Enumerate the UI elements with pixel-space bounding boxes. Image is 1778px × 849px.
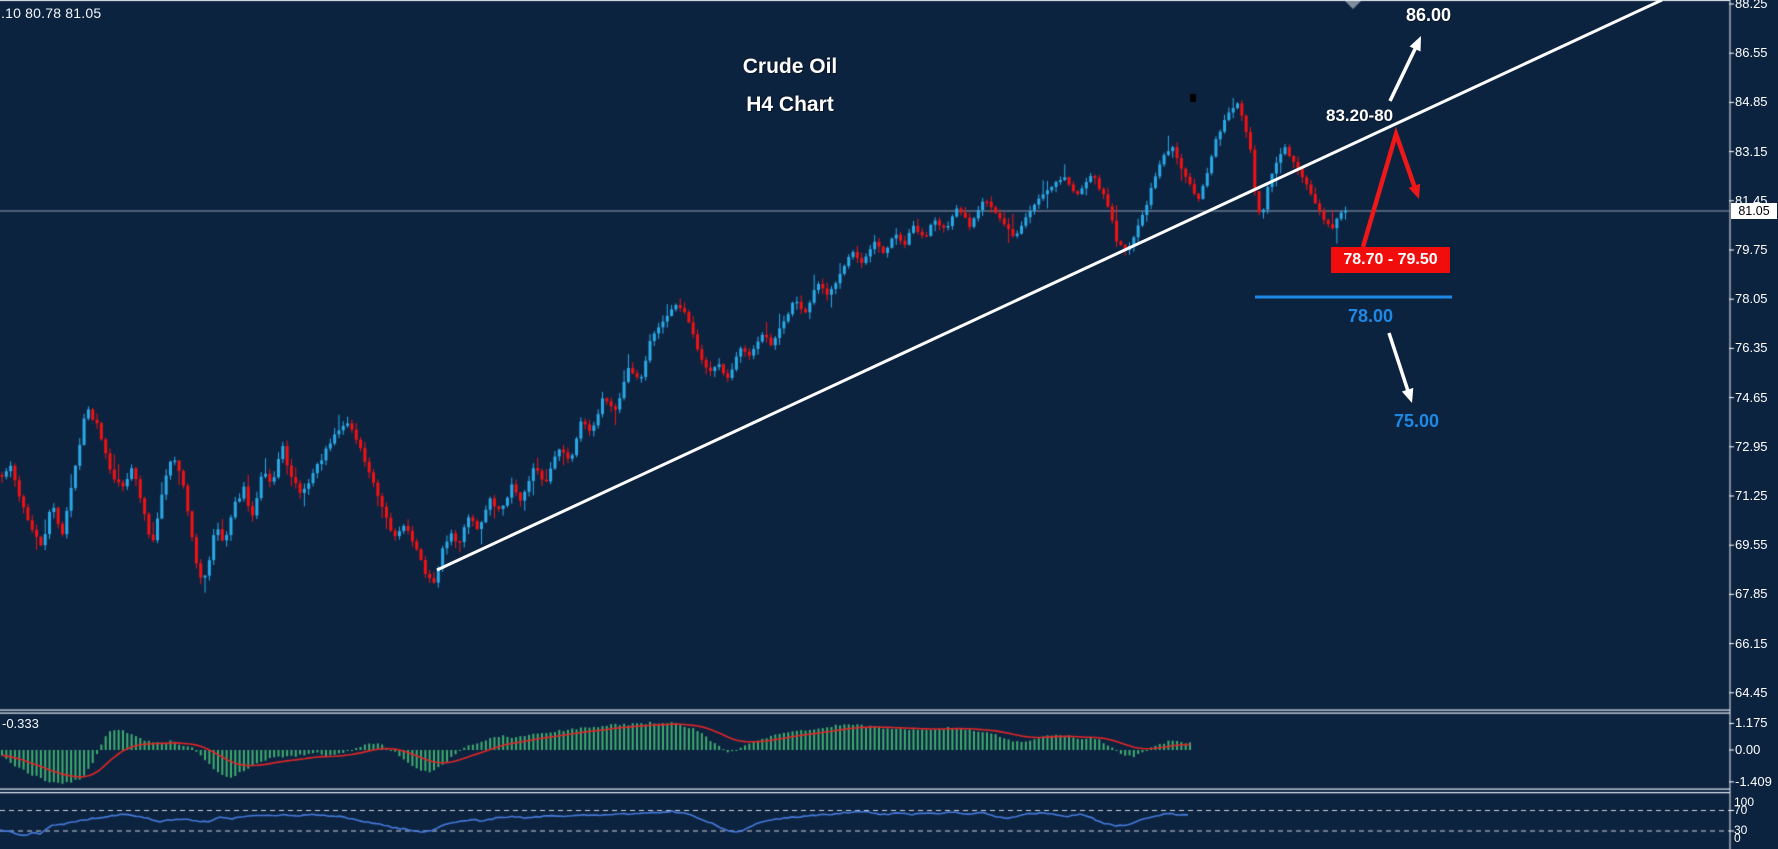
- price-axis-label: 69.55: [1735, 537, 1768, 553]
- price-axis-label: 78.05: [1735, 291, 1768, 307]
- upside-target-label[interactable]: 86.00: [1406, 5, 1452, 25]
- support-level-label[interactable]: 78.00: [1348, 306, 1394, 326]
- price-axis-label: 66.15: [1735, 635, 1768, 651]
- price-axis-label: 86.55: [1735, 45, 1768, 61]
- downside-target-label[interactable]: 75.00: [1394, 411, 1440, 431]
- rsi-axis-label: 30: [1734, 823, 1748, 837]
- ohlc-quote-text: .10 80.78 81.05: [1, 5, 102, 21]
- chart-title-line1: Crude Oil: [742, 55, 838, 78]
- rsi-axis-label: 70: [1734, 803, 1748, 817]
- price-axis-label: 64.45: [1735, 684, 1768, 700]
- rsi-axis-label: 0: [1734, 831, 1741, 845]
- macd-axis-label: 1.175: [1735, 715, 1768, 731]
- price-axis-label: 81.45: [1735, 192, 1768, 208]
- price-axis-label: 71.25: [1735, 487, 1768, 503]
- price-axis-label: 72.95: [1735, 438, 1768, 454]
- chart-title-line2: H4 Chart: [746, 93, 834, 116]
- rsi-axis-label: 100: [1734, 795, 1755, 809]
- price-axis-label: 74.65: [1735, 389, 1768, 405]
- price-axis-label: 83.15: [1735, 143, 1768, 159]
- current-price-tag: 81.05: [1731, 203, 1777, 219]
- resistance-zone-label[interactable]: 83.20-80: [1326, 106, 1394, 125]
- macd-axis-label: 0.00: [1735, 742, 1761, 757]
- price-axis-label: 84.85: [1735, 94, 1768, 110]
- macd-value-label: -0.333: [2, 716, 39, 731]
- support-zone-badge[interactable]: 78.70 - 79.50: [1331, 247, 1450, 273]
- macd-axis-label: -1.409: [1735, 773, 1772, 789]
- price-axis-label: 67.85: [1735, 586, 1768, 602]
- price-axis-label: 88.25: [1735, 0, 1768, 12]
- price-axis-label: 76.35: [1735, 340, 1768, 356]
- price-axis-label: 79.75: [1735, 241, 1768, 257]
